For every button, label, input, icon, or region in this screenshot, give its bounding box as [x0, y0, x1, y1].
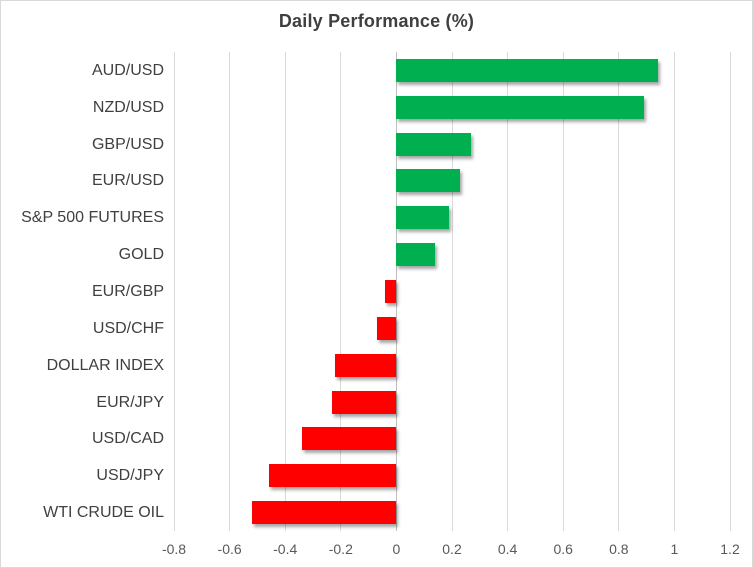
bar: [385, 280, 397, 303]
x-tick-label: 0.6: [553, 541, 573, 557]
category-label: EUR/JPY: [96, 393, 164, 411]
gridline: [340, 52, 342, 531]
x-tick-label: -0.2: [328, 541, 353, 557]
gridline: [729, 52, 731, 531]
category-label: GBP/USD: [91, 135, 164, 153]
x-tick-label: 0.2: [442, 541, 462, 557]
category-label: GOLD: [118, 246, 164, 264]
x-tick-label: 0: [392, 541, 401, 557]
x-tick-label: 0.4: [497, 541, 518, 557]
category-label: WTI CRUDE OIL: [43, 504, 164, 522]
x-tick-label: -0.4: [273, 541, 298, 557]
category-label: USD/CHF: [92, 319, 164, 337]
x-tick-label: -0.8: [161, 541, 187, 557]
gridline: [673, 52, 675, 531]
bar: [268, 464, 397, 488]
bar: [301, 427, 397, 451]
bar: [396, 132, 472, 156]
gridline: [284, 52, 286, 531]
gridline: [173, 52, 175, 531]
x-tick-label: 1.2: [720, 541, 740, 557]
bar: [396, 206, 450, 230]
bar: [396, 58, 658, 82]
gridline: [451, 52, 453, 531]
category-label: USD/CAD: [91, 430, 164, 448]
bar: [396, 243, 436, 267]
x-tick-label: 1: [670, 541, 679, 557]
category-label: USD/JPY: [96, 467, 164, 485]
chart-title: Daily Performance (%): [278, 11, 475, 31]
x-tick-label: 0.8: [609, 541, 629, 557]
bar: [376, 316, 397, 340]
category-label: NZD/USD: [92, 98, 164, 116]
bar: [396, 169, 461, 193]
gridline: [562, 52, 564, 531]
gridline: [618, 52, 620, 531]
bar: [332, 390, 397, 414]
bar: [335, 353, 397, 377]
bar: [251, 501, 397, 525]
category-label: DOLLAR INDEX: [46, 356, 164, 374]
x-tick-label: -0.6: [217, 541, 242, 557]
category-label: AUD/USD: [91, 61, 164, 79]
bar: [396, 95, 644, 119]
category-label: S&P 500 FUTURES: [21, 209, 164, 227]
zero-axis-line: [395, 52, 397, 531]
category-label: EUR/USD: [91, 172, 164, 190]
category-label: EUR/GBP: [91, 283, 164, 300]
gridline: [229, 52, 231, 531]
gridline: [507, 52, 509, 531]
